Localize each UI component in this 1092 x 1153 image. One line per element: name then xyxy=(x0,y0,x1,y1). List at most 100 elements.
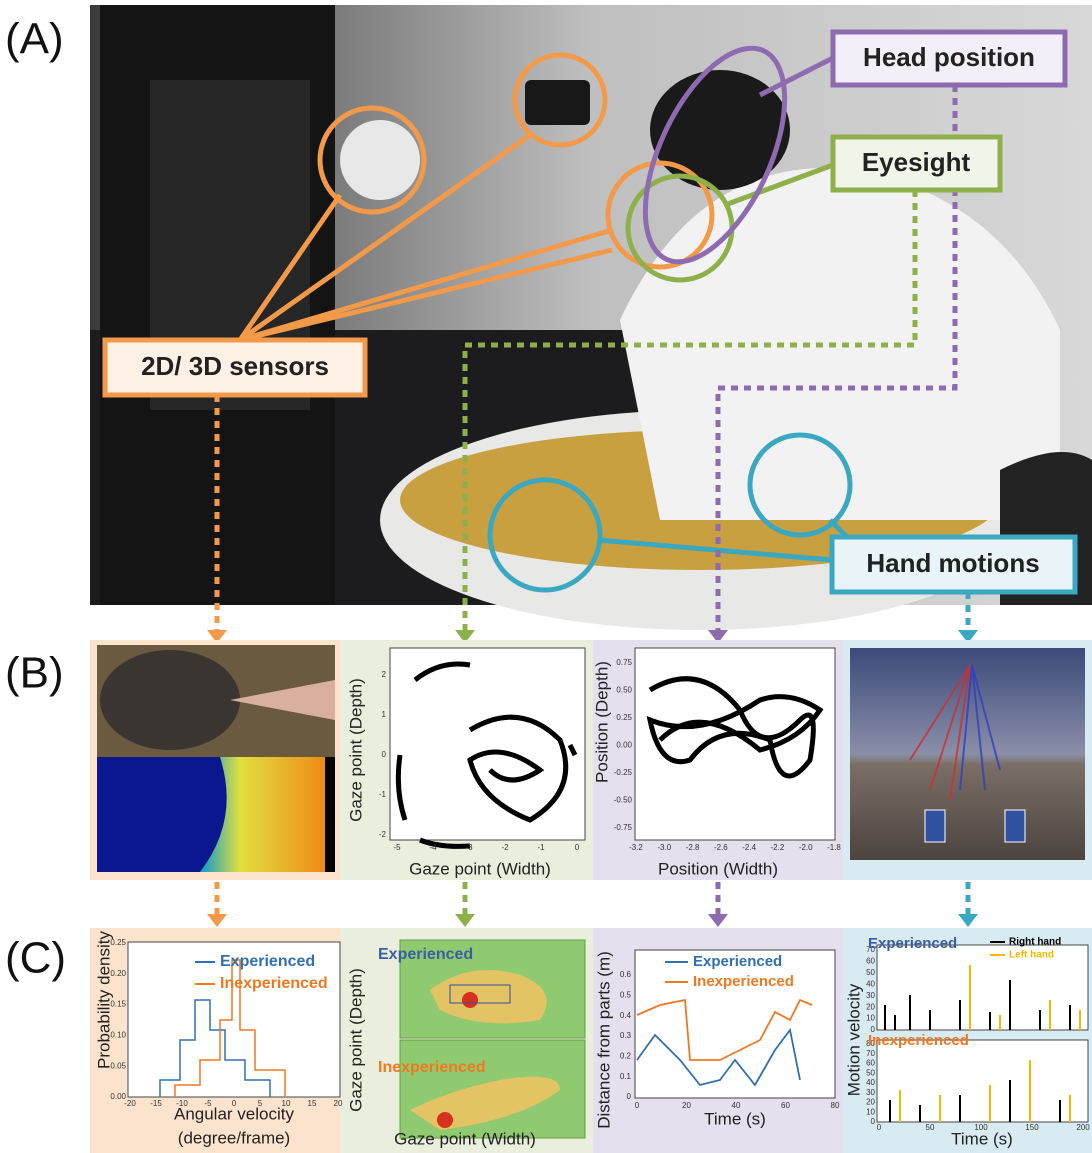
y-tick-label: 10 xyxy=(866,1107,875,1116)
y-tick-label: -2 xyxy=(379,830,387,839)
x-tick-label: -3 xyxy=(465,843,473,852)
x-tick-label: 0 xyxy=(575,843,580,852)
x-tick-label: -2.0 xyxy=(799,843,813,852)
sublabel: Experienced xyxy=(868,935,957,952)
figure: Head position Eyesight 2D/ 3D sensors Ha… xyxy=(0,0,1092,1153)
y-tick-label: 0.6 xyxy=(620,970,632,979)
y-tick-label: 0.00 xyxy=(110,1092,126,1101)
y-tick-label: 20 xyxy=(866,1098,875,1107)
x-tick-label: -2.6 xyxy=(714,843,728,852)
panel-label: (B) xyxy=(5,649,64,698)
y-tick-label: 0.05 xyxy=(110,1061,126,1070)
x-tick-label: 0 xyxy=(877,1123,882,1132)
x-tick-label: 20 xyxy=(682,1101,691,1110)
y-tick-label: 0.20 xyxy=(110,969,126,978)
x-tick-label: -4 xyxy=(429,843,437,852)
legend-label: Inexperienced xyxy=(693,973,794,990)
axis-label: Time (s) xyxy=(951,1129,1013,1148)
x-tick-label: -2.4 xyxy=(742,843,756,852)
y-tick-label: -0.75 xyxy=(614,823,633,832)
y-tick-label: 10 xyxy=(866,1014,875,1023)
y-tick-label: 0.3 xyxy=(620,1031,632,1040)
axis-label: Time (s) xyxy=(704,1109,766,1128)
legend-label: Experienced xyxy=(693,953,782,970)
y-tick-label: 0 xyxy=(627,1092,632,1101)
y-tick-label: 2 xyxy=(382,670,387,679)
y-tick-label: 0 xyxy=(871,1117,876,1126)
x-tick-label: 0 xyxy=(232,1099,237,1108)
axis-label: (degree/frame) xyxy=(178,1128,290,1147)
y-tick-label: -0.50 xyxy=(614,796,633,805)
x-tick-label: -10 xyxy=(176,1099,188,1108)
y-tick-label: 30 xyxy=(866,991,875,1000)
axis-label: Gaze point (Depth) xyxy=(346,968,365,1112)
callout: Head position xyxy=(863,42,1035,72)
axis-label: Distance from parts (m) xyxy=(594,951,613,1129)
y-tick-label: 1 xyxy=(382,710,387,719)
y-tick-label: 70 xyxy=(866,1049,875,1058)
y-tick-label: 60 xyxy=(866,1059,875,1068)
axis-label: Motion velocity xyxy=(844,983,863,1096)
sublabel: Inexperienced xyxy=(378,1059,486,1076)
y-tick-label: 0.75 xyxy=(616,658,632,667)
x-tick-label: -20 xyxy=(124,1099,136,1108)
axis-label: Gaze point (Depth) xyxy=(346,678,365,822)
plot-frame xyxy=(635,648,835,840)
x-tick-label: 150 xyxy=(1025,1123,1039,1132)
y-tick-label: -1 xyxy=(379,790,387,799)
y-tick-label: 0.25 xyxy=(616,713,632,722)
x-tick-label: -1.8 xyxy=(827,843,841,852)
legend-label: Inexperienced xyxy=(220,975,328,992)
callout: Hand motions xyxy=(866,548,1039,578)
y-tick-label: 40 xyxy=(866,1078,875,1087)
y-tick-label: 40 xyxy=(866,979,875,988)
x-tick-label: -3.2 xyxy=(629,843,643,852)
plot-frame xyxy=(877,1040,1088,1122)
x-tick-label: 40 xyxy=(732,1101,741,1110)
x-tick-label: 60 xyxy=(781,1101,790,1110)
hand-render xyxy=(850,648,1085,860)
y-tick-label: 0.10 xyxy=(110,1031,126,1040)
x-tick-label: -2.8 xyxy=(686,843,700,852)
panel-label: (A) xyxy=(5,15,64,64)
sensor-images xyxy=(97,645,335,872)
y-tick-label: 0.5 xyxy=(620,990,632,999)
y-tick-label: 0 xyxy=(382,750,387,759)
y-tick-label: 20 xyxy=(866,1002,875,1011)
x-tick-label: 15 xyxy=(308,1099,317,1108)
y-tick-label: -0.25 xyxy=(614,768,633,777)
x-tick-label: -3.0 xyxy=(657,843,671,852)
y-tick-label: 0.4 xyxy=(620,1011,632,1020)
plot-frame xyxy=(877,945,1088,1030)
y-tick-label: 60 xyxy=(866,957,875,966)
x-tick-label: 0 xyxy=(635,1101,640,1110)
y-tick-label: 0.1 xyxy=(620,1072,632,1081)
x-tick-label: 20 xyxy=(334,1099,343,1108)
panel-label: (C) xyxy=(5,934,66,983)
y-tick-label: 0.00 xyxy=(616,741,632,750)
y-tick-label: 50 xyxy=(866,1068,875,1077)
x-tick-label: 5 xyxy=(258,1099,263,1108)
x-tick-label: -5 xyxy=(204,1099,212,1108)
x-tick-label: -2 xyxy=(501,843,509,852)
x-tick-label: 100 xyxy=(974,1123,988,1132)
axis-label: Gaze point (Width) xyxy=(409,859,551,878)
x-tick-label: -15 xyxy=(150,1099,162,1108)
axis-label: Gaze point (Width) xyxy=(394,1129,536,1148)
legend-label: Left hand xyxy=(1009,950,1054,961)
y-tick-label: 0.15 xyxy=(110,1000,126,1009)
x-tick-label: 10 xyxy=(282,1099,291,1108)
y-tick-label: 0.50 xyxy=(616,686,632,695)
sublabel: Inexperienced xyxy=(868,1032,969,1049)
callout: Eyesight xyxy=(862,147,971,177)
x-tick-label: -2.2 xyxy=(771,843,785,852)
legend-label: Experienced xyxy=(220,953,315,970)
sublabel: Experienced xyxy=(378,946,473,963)
x-tick-label: -5 xyxy=(393,843,401,852)
axis-label: Position (Depth) xyxy=(592,661,611,783)
callout: 2D/ 3D sensors xyxy=(141,351,329,381)
y-tick-label: 30 xyxy=(866,1088,875,1097)
axis-label: Position (Width) xyxy=(658,859,778,878)
y-tick-label: 50 xyxy=(866,968,875,977)
x-tick-label: 50 xyxy=(926,1123,935,1132)
